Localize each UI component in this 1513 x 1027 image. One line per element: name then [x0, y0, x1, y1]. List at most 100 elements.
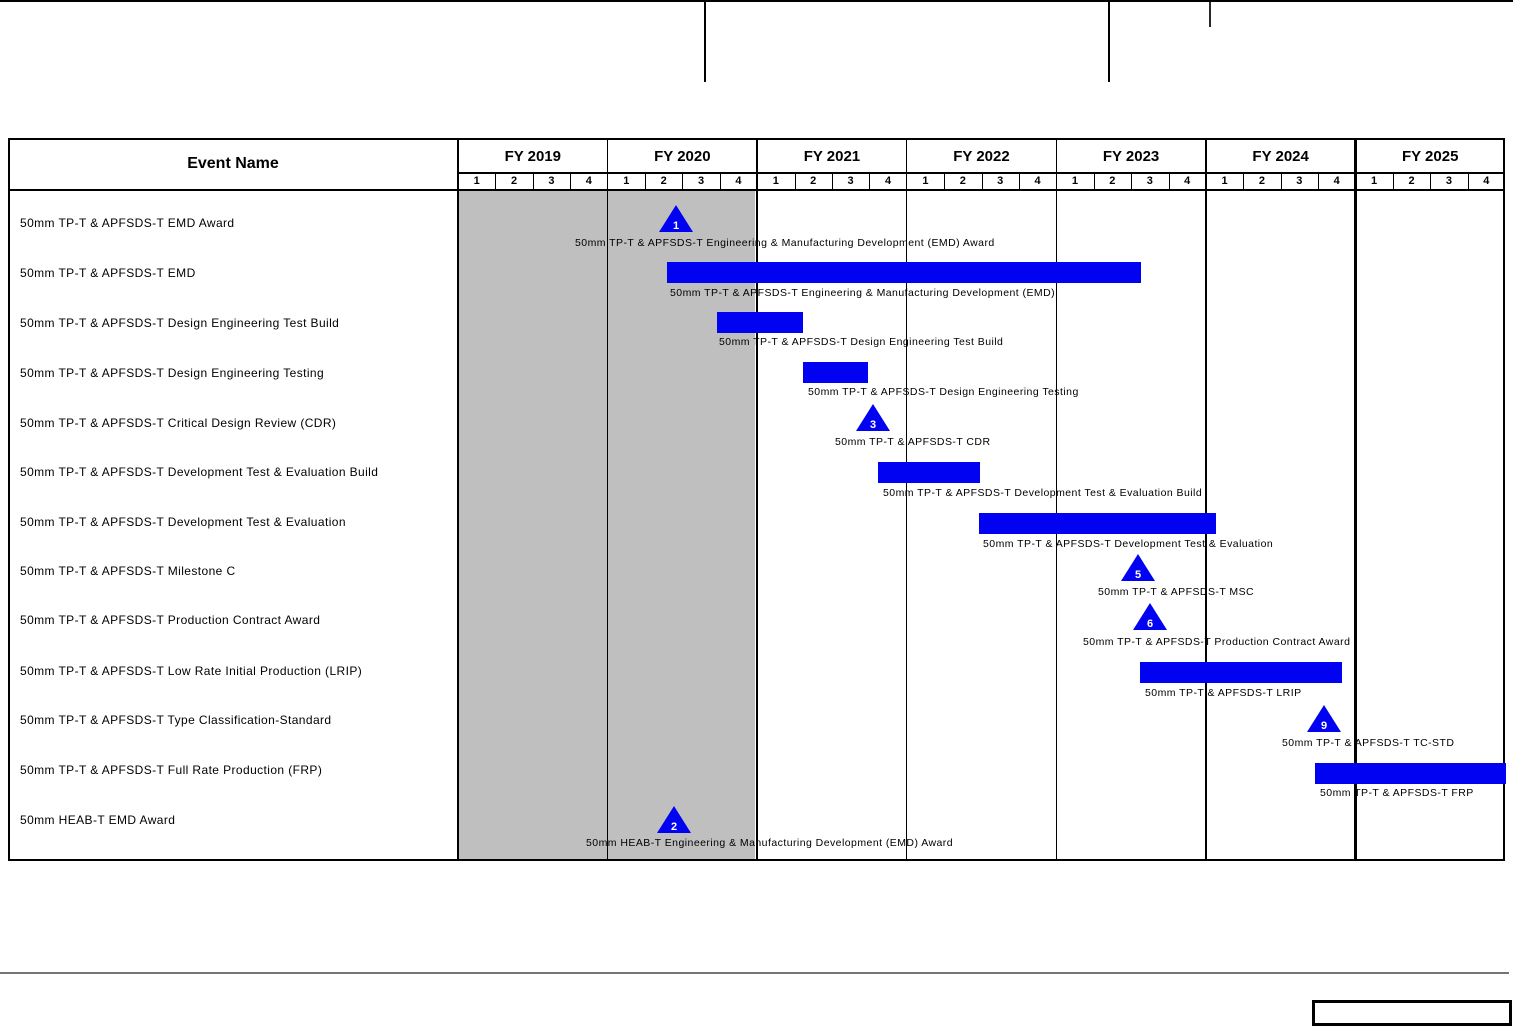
quarter-separator: [981, 172, 983, 189]
gantt-bar-10: [1140, 662, 1342, 683]
quarter-separator: [1093, 172, 1095, 189]
quarter-separator: [1467, 172, 1469, 189]
gantt-bar-4: [803, 362, 868, 383]
quarter-header-cell: 4: [1184, 174, 1191, 187]
gantt-item-label-3: 50mm TP-T & APFSDS-T Design Engineering …: [719, 336, 1004, 348]
quarter-header-cell: 4: [1034, 174, 1041, 187]
event-name-5: 50mm TP-T & APFSDS-T Critical Design Rev…: [20, 416, 337, 430]
event-name-9: 50mm TP-T & APFSDS-T Production Contract…: [20, 613, 321, 627]
event-name-1: 50mm TP-T & APFSDS-T EMD Award: [20, 216, 235, 230]
svg-text:9: 9: [1321, 720, 1327, 732]
quarter-header-cell: 4: [735, 174, 742, 187]
svg-text:5: 5: [1135, 569, 1141, 581]
quarter-separator: [1318, 172, 1319, 189]
gantt-item-label-12: 50mm TP-T & APFSDS-T FRP: [1320, 787, 1474, 799]
quarter-header-cell: 2: [511, 174, 518, 187]
shaded-past-period: [458, 190, 755, 859]
quarter-header-cell: 1: [922, 174, 929, 187]
quarter-header-cell: 2: [959, 174, 966, 187]
milestone-triangle-2: 2: [656, 804, 692, 835]
gantt-item-label-8: 50mm TP-T & APFSDS-T MSC: [1098, 586, 1255, 598]
quarter-separator: [645, 172, 646, 189]
quarter-separator: [1392, 172, 1394, 189]
event-name-7: 50mm TP-T & APFSDS-T Development Test & …: [20, 515, 346, 529]
event-column-divider: [457, 138, 459, 861]
quarter-header-cell: 2: [1109, 174, 1116, 187]
quarter-header-cell: 1: [1221, 174, 1228, 187]
event-name-3: 50mm TP-T & APFSDS-T Design Engineering …: [20, 316, 340, 330]
fy-header-fy-2024: FY 2024: [1252, 147, 1309, 165]
quarter-separator: [944, 172, 946, 189]
event-name-12: 50mm TP-T & APFSDS-T Full Rate Productio…: [20, 763, 323, 777]
quarter-header-cell: 3: [1146, 174, 1153, 187]
quarter-separator: [831, 172, 833, 189]
header-band-bottom-line: [0, 0, 1513, 2]
quarter-header-cell: 3: [1445, 174, 1452, 187]
gantt-bar-12: [1315, 763, 1506, 784]
quarter-header-cell: 1: [1071, 174, 1079, 187]
quarter-header-cell: 1: [623, 174, 630, 187]
milestone-triangle-6: 6: [1132, 601, 1168, 632]
fy-header-fy-2023: FY 2023: [1102, 147, 1160, 165]
fy-boundary-line: [606, 138, 609, 861]
quarter-header-cell: 2: [810, 174, 817, 187]
svg-text:6: 6: [1147, 618, 1153, 630]
title-box-left: [704, 0, 706, 82]
event-name-6: 50mm TP-T & APFSDS-T Development Test & …: [20, 465, 379, 479]
svg-text:3: 3: [870, 419, 876, 431]
event-name-10: 50mm TP-T & APFSDS-T Low Rate Initial Pr…: [20, 664, 363, 678]
milestone-triangle-5: 5: [1120, 552, 1156, 583]
quarter-header-cell: 3: [1296, 174, 1303, 187]
event-name-11: 50mm TP-T & APFSDS-T Type Classification…: [20, 713, 332, 727]
quarter-header-cell: 2: [1258, 174, 1265, 187]
event-name-13: 50mm HEAB-T EMD Award: [20, 813, 176, 827]
gantt-item-label-7: 50mm TP-T & APFSDS-T Development Test & …: [983, 538, 1274, 550]
quarter-separator: [682, 172, 684, 189]
quarter-header-cell: 1: [772, 174, 779, 187]
quarter-separator: [1131, 172, 1133, 189]
gantt-bar-3: [717, 312, 803, 333]
quarter-header-cell: 4: [585, 174, 592, 187]
quarter-header-cell: 4: [1333, 174, 1340, 187]
gantt-item-label-13: 50mm HEAB-T Engineering & Manufacturing …: [586, 837, 954, 849]
quarter-header-cell: 2: [1408, 174, 1415, 187]
fy-boundary-line: [1055, 138, 1058, 861]
footer-empty-box: [1312, 1000, 1512, 1026]
gantt-item-label-4: 50mm TP-T & APFSDS-T Design Engineering …: [808, 386, 1079, 398]
event-name-8: 50mm TP-T & APFSDS-T Milestone C: [20, 564, 236, 578]
quarter-separator: [1280, 172, 1282, 189]
quarter-header-cell: 1: [473, 174, 480, 187]
event-name-header: Event Name: [187, 154, 279, 172]
fy-boundary-line: [1205, 138, 1207, 861]
gantt-item-label-1: 50mm TP-T & APFSDS-T Engineering & Manuf…: [575, 237, 995, 249]
quarter-separator: [570, 172, 572, 189]
quarter-separator: [1430, 172, 1432, 189]
gantt-item-label-10: 50mm TP-T & APFSDS-T LRIP: [1145, 687, 1302, 699]
quarter-header-cell: 3: [997, 174, 1004, 187]
fy-header-fy-2022: FY 2022: [953, 147, 1010, 165]
event-name-2: 50mm TP-T & APFSDS-T EMD: [20, 266, 196, 280]
fy-boundary-line: [905, 138, 908, 861]
quarter-header-cell: 3: [847, 174, 854, 187]
milestone-triangle-3: 3: [855, 402, 891, 433]
gantt-item-label-11: 50mm TP-T & APFSDS-T TC-STD: [1282, 737, 1455, 749]
quarter-separator: [1168, 172, 1170, 189]
header-strip-divider: [1209, 0, 1211, 27]
gantt-item-label-6: 50mm TP-T & APFSDS-T Development Test & …: [883, 487, 1203, 499]
event-name-4: 50mm TP-T & APFSDS-T Design Engineering …: [20, 366, 325, 380]
gantt-item-label-9: 50mm TP-T & APFSDS-T Production Contract…: [1083, 636, 1351, 648]
fy-boundary-line: [756, 138, 758, 861]
gantt-item-label-2: 50mm TP-T & APFSDS-T Engineering & Manuf…: [670, 287, 1056, 299]
milestone-triangle-1: 1: [658, 203, 694, 234]
footer-rule: [0, 972, 1509, 974]
fy-header-fy-2020: FY 2020: [654, 147, 711, 165]
fy-header-fy-2019: FY 2019: [504, 147, 561, 165]
quarter-header-cell: 4: [884, 174, 892, 187]
quarter-separator: [719, 172, 721, 189]
quarter-header-cell: 3: [548, 174, 555, 187]
gantt-bar-7: [979, 513, 1216, 534]
quarter-separator: [532, 172, 534, 189]
fy-header-fy-2021: FY 2021: [803, 147, 861, 165]
quarter-separator: [1243, 172, 1245, 189]
